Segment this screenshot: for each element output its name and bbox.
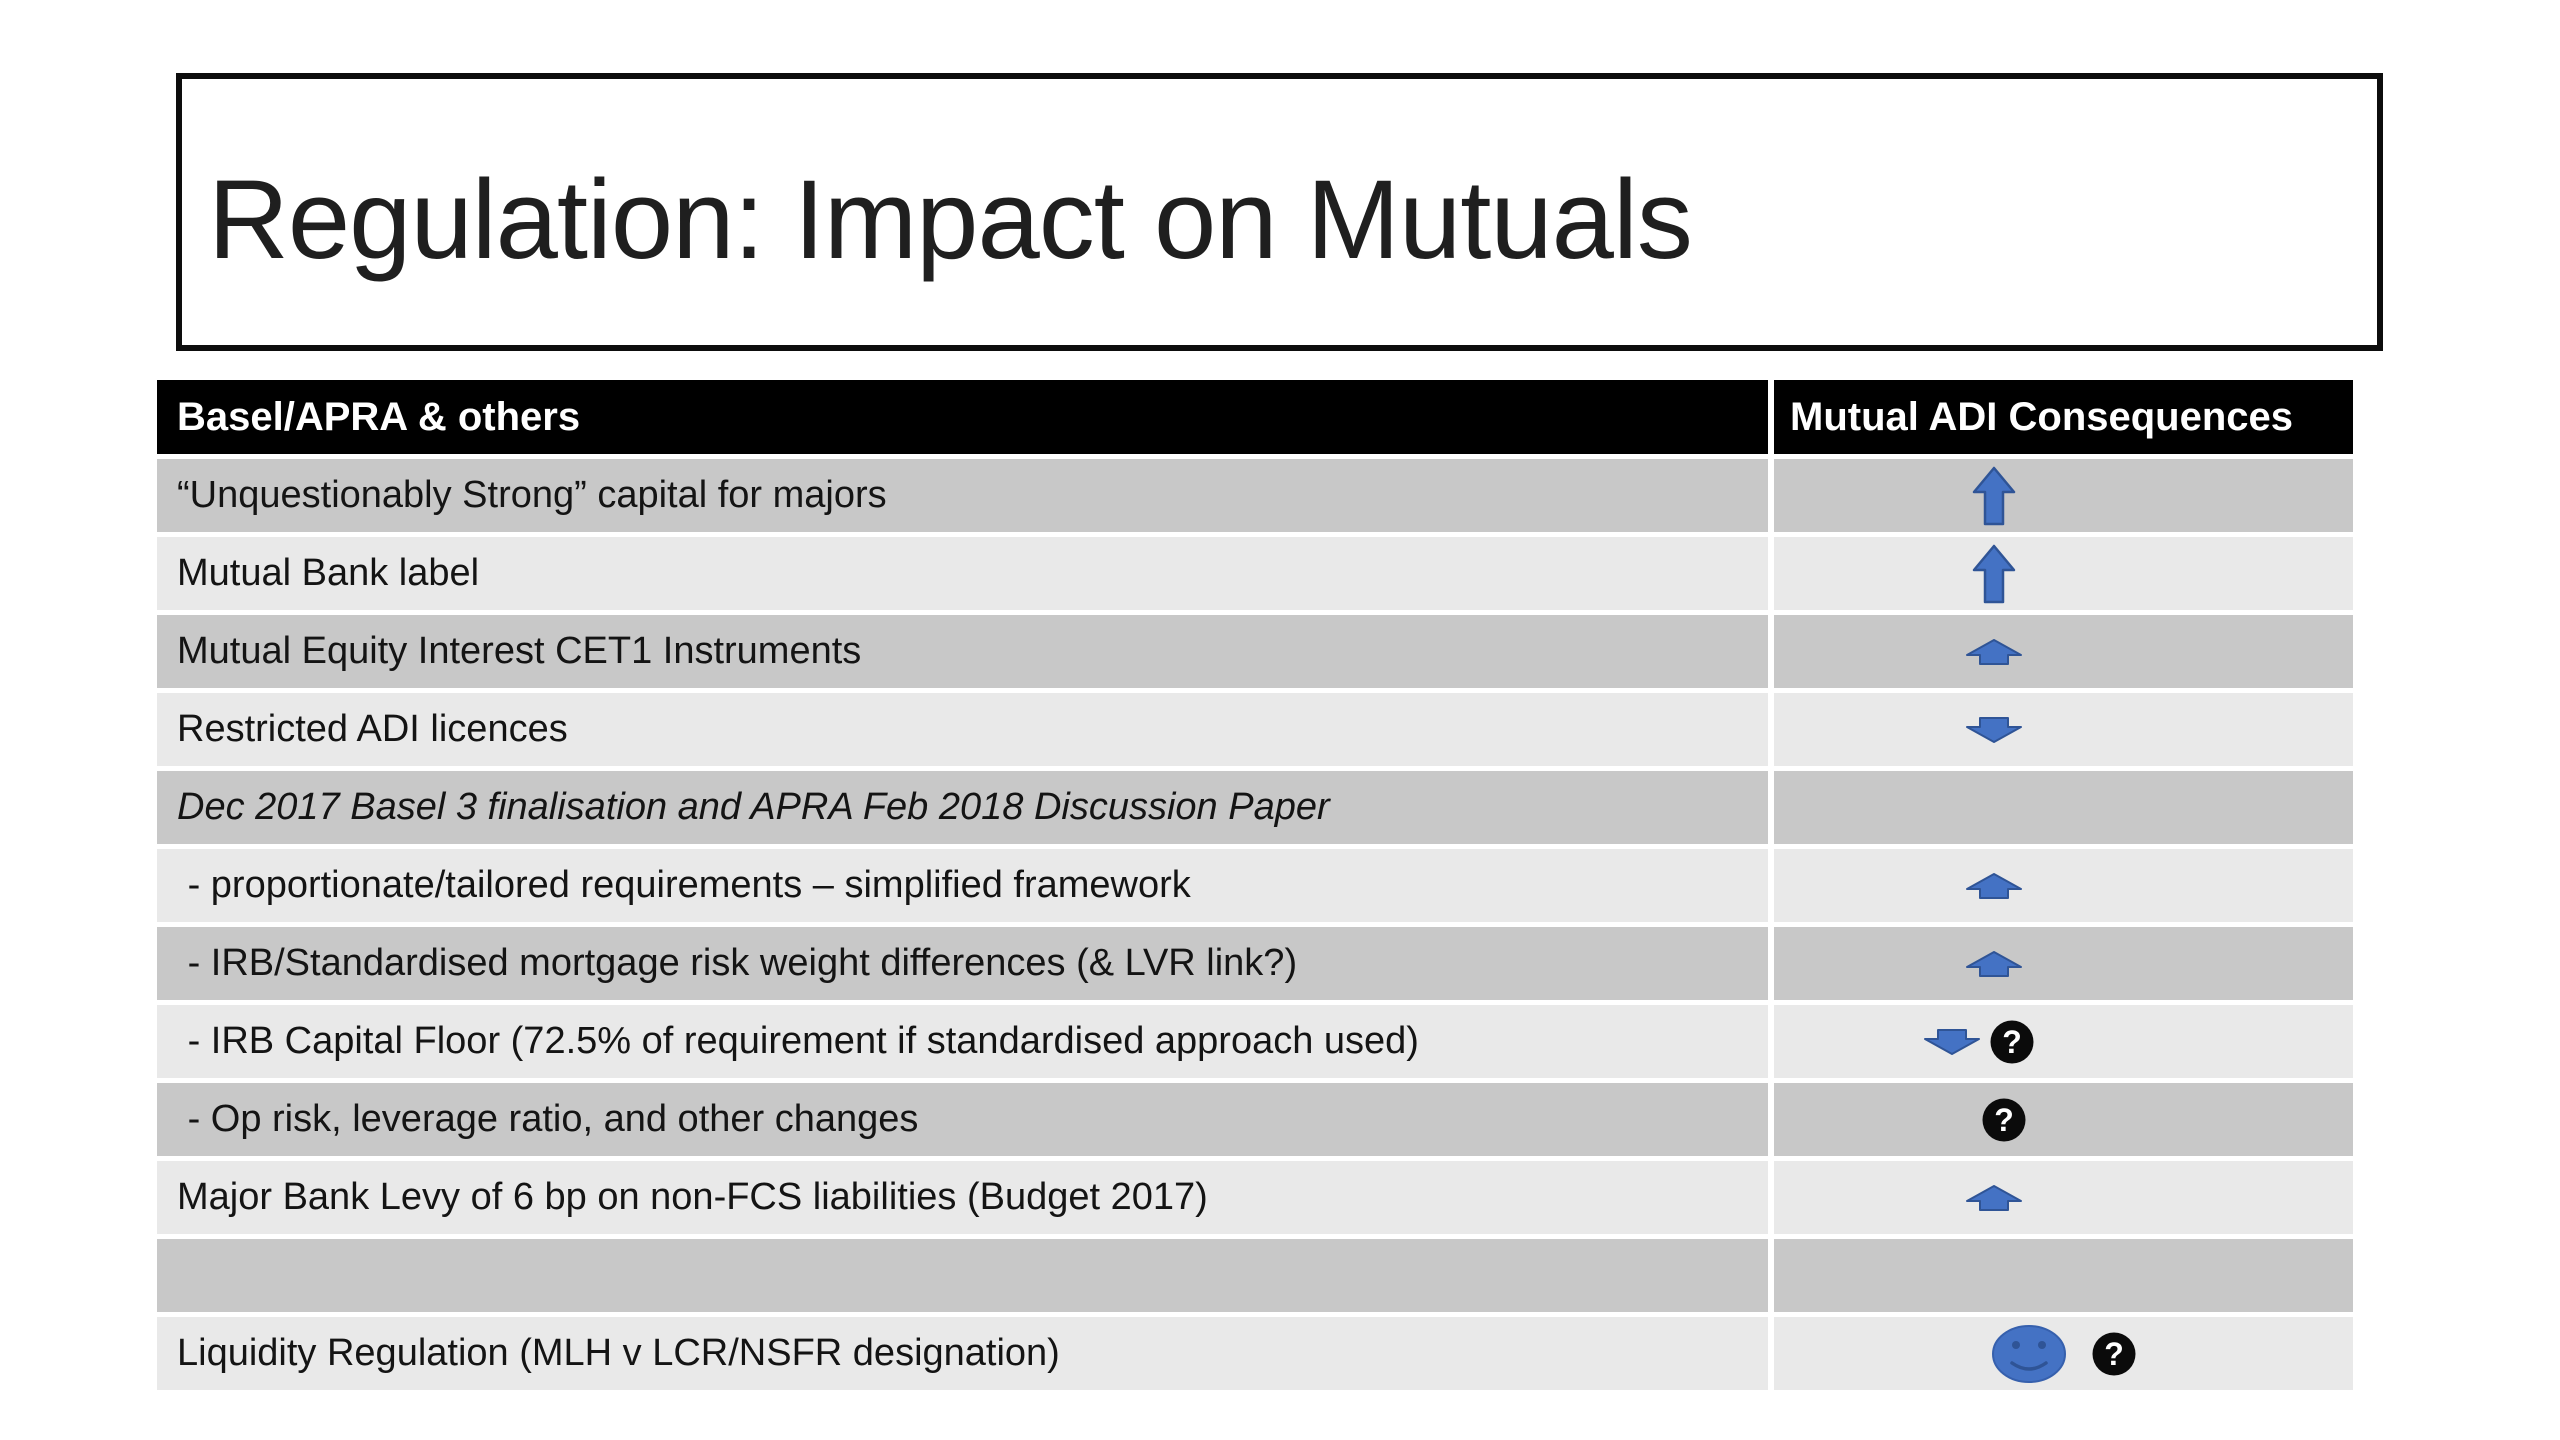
slide-title-box: Regulation: Impact on Mutuals [176, 73, 2383, 351]
row-label: Mutual Bank label [177, 551, 480, 594]
table-header-basel: Basel/APRA & others [157, 380, 1768, 454]
row-icons-cell [1774, 1083, 2353, 1156]
table-row: Restricted ADI licences [157, 693, 2353, 766]
row-label: - IRB Capital Floor (72.5% of requiremen… [177, 1019, 1419, 1062]
question-mark-icon [1981, 1097, 2027, 1143]
row-label: Dec 2017 Basel 3 finalisation and APRA F… [177, 785, 1330, 828]
table-row [157, 1239, 2353, 1312]
row-label-cell: “Unquestionably Strong” capital for majo… [157, 459, 1768, 532]
row-label-cell: - IRB/Standardised mortgage risk weight … [157, 927, 1768, 1000]
table-row: Major Bank Levy of 6 bp on non-FCS liabi… [157, 1161, 2353, 1234]
row-icons-cell [1774, 537, 2353, 610]
column-divider [1768, 693, 1774, 766]
question-mark-icon [2091, 1331, 2137, 1377]
down-arrow-small-icon [1965, 716, 2023, 744]
table-row: “Unquestionably Strong” capital for majo… [157, 459, 2353, 532]
table-header-consequences: Mutual ADI Consequences [1774, 380, 2353, 454]
row-icons-cell [1774, 459, 2353, 532]
table-row: Dec 2017 Basel 3 finalisation and APRA F… [157, 771, 2353, 844]
table-row: - IRB Capital Floor (72.5% of requiremen… [157, 1005, 2353, 1078]
row-label: Mutual Equity Interest CET1 Instruments [177, 629, 862, 672]
column-divider [1768, 927, 1774, 1000]
row-icons-cell [1774, 1161, 2353, 1234]
row-label-cell: Mutual Bank label [157, 537, 1768, 610]
table-row: - Op risk, leverage ratio, and other cha… [157, 1083, 2353, 1156]
row-label: - proportionate/tailored requirements – … [177, 863, 1191, 906]
slide-title: Regulation: Impact on Mutuals [208, 156, 1693, 282]
smiley-face-icon [1990, 1323, 2067, 1384]
row-icons-cell [1774, 1005, 2353, 1078]
up-arrow-large-icon [1972, 543, 2016, 605]
table-row: - proportionate/tailored requirements – … [157, 849, 2353, 922]
table-header-row: Basel/APRA & others Mutual ADI Consequen… [157, 380, 2353, 454]
row-label: “Unquestionably Strong” capital for majo… [177, 473, 887, 516]
column-divider [1768, 1239, 1774, 1312]
column-divider [1768, 849, 1774, 922]
up-arrow-small-icon [1965, 638, 2023, 666]
table-row: Liquidity Regulation (MLH v LCR/NSFR des… [157, 1317, 2353, 1390]
row-label: Liquidity Regulation (MLH v LCR/NSFR des… [177, 1331, 1060, 1374]
up-arrow-small-icon [1965, 872, 2023, 900]
column-divider [1768, 1083, 1774, 1156]
row-label-cell: Liquidity Regulation (MLH v LCR/NSFR des… [157, 1317, 1768, 1390]
row-label-cell: - Op risk, leverage ratio, and other cha… [157, 1083, 1768, 1156]
up-arrow-large-icon [1972, 465, 2016, 527]
column-divider [1768, 615, 1774, 688]
column-divider [1768, 537, 1774, 610]
row-label-cell: - IRB Capital Floor (72.5% of requiremen… [157, 1005, 1768, 1078]
column-divider [1768, 771, 1774, 844]
row-label-cell: Dec 2017 Basel 3 finalisation and APRA F… [157, 771, 1768, 844]
row-label: - IRB/Standardised mortgage risk weight … [177, 941, 1298, 984]
up-arrow-small-icon [1965, 1184, 2023, 1212]
row-label-cell [157, 1239, 1768, 1312]
row-label: Restricted ADI licences [177, 707, 568, 750]
column-divider [1768, 380, 1774, 454]
row-label-cell: Mutual Equity Interest CET1 Instruments [157, 615, 1768, 688]
row-label-cell: Major Bank Levy of 6 bp on non-FCS liabi… [157, 1161, 1768, 1234]
row-icons-cell [1774, 693, 2353, 766]
column-divider [1768, 1317, 1774, 1390]
row-icons-cell [1774, 771, 2353, 844]
impact-table: Basel/APRA & others Mutual ADI Consequen… [157, 380, 2353, 1395]
row-label-cell: Restricted ADI licences [157, 693, 1768, 766]
row-label: Major Bank Levy of 6 bp on non-FCS liabi… [177, 1175, 1208, 1218]
question-mark-icon [1989, 1019, 2035, 1065]
row-icons-cell [1774, 849, 2353, 922]
column-divider [1768, 459, 1774, 532]
row-icons-cell [1774, 1317, 2353, 1390]
row-label-cell: - proportionate/tailored requirements – … [157, 849, 1768, 922]
table-row: - IRB/Standardised mortgage risk weight … [157, 927, 2353, 1000]
table-row: Mutual Bank label [157, 537, 2353, 610]
down-arrow-small-icon [1923, 1028, 1981, 1056]
row-label: - Op risk, leverage ratio, and other cha… [177, 1097, 919, 1140]
column-divider [1768, 1005, 1774, 1078]
up-arrow-small-icon [1965, 950, 2023, 978]
row-icons-cell [1774, 615, 2353, 688]
table-row: Mutual Equity Interest CET1 Instruments [157, 615, 2353, 688]
row-icons-cell [1774, 927, 2353, 1000]
column-divider [1768, 1161, 1774, 1234]
row-icons-cell [1774, 1239, 2353, 1312]
